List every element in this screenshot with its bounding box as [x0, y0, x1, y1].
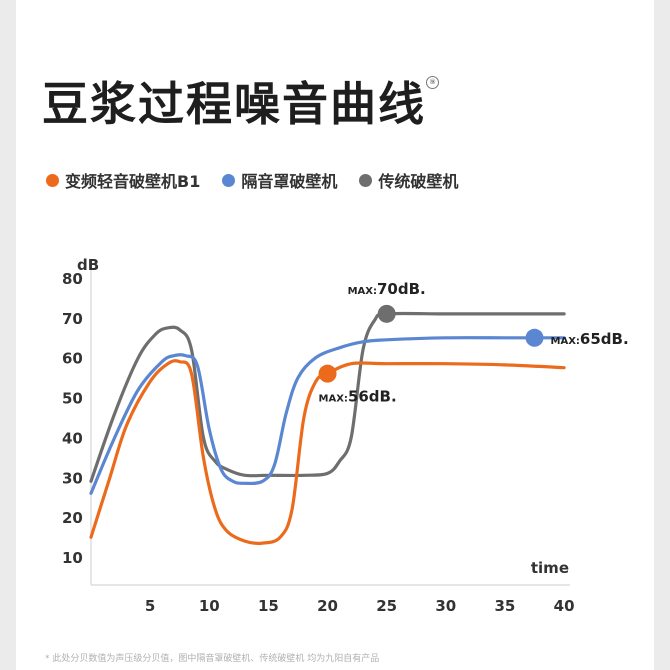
y-tick-label: 60 [62, 350, 83, 368]
y-tick-label: 40 [62, 429, 83, 447]
series-line-soundproof [89, 336, 566, 495]
y-tick-label: 80 [62, 270, 83, 288]
x-tick-label: 20 [317, 597, 338, 615]
legend: 变频轻音破壁机B1 隔音罩破壁机 传统破壁机 [46, 168, 480, 192]
footnote: * 此处分贝数值为声压级分贝值，图中隔音罩破壁机、传统破壁机 均为九阳自有产品 [45, 654, 380, 664]
x-tick-label: 5 [145, 597, 155, 615]
max-marker-b1 [318, 364, 337, 383]
max-label-traditional: MAX:70dB. [348, 280, 426, 298]
legend-item-traditional: 传统破壁机 [359, 168, 458, 192]
legend-label-b1: 变频轻音破壁机B1 [65, 172, 201, 191]
y-tick-label: 70 [62, 310, 83, 328]
max-marker-soundproof [525, 328, 544, 347]
legend-item-b1: 变频轻音破壁机B1 [46, 168, 200, 192]
x-tick-label: 15 [258, 597, 279, 615]
page-title: 豆浆过程噪音曲线 [42, 77, 426, 131]
x-axis-title: time [531, 559, 569, 577]
y-tick-label: 10 [62, 549, 83, 567]
legend-dot-b1 [46, 173, 59, 187]
y-tick-label: 50 [62, 390, 83, 408]
x-tick-label: 25 [376, 597, 397, 615]
title-footnote-mark: ⑨ [426, 76, 439, 89]
y-tick-label: 30 [62, 469, 83, 487]
legend-dot-traditional [359, 173, 373, 187]
x-tick-label: 40 [554, 597, 575, 615]
x-tick-label: 10 [199, 597, 220, 615]
y-axis-title: dB [77, 256, 99, 274]
x-tick-label: 30 [435, 597, 456, 615]
series-line-traditional [89, 311, 566, 483]
y-tick-label: 20 [62, 509, 83, 527]
series-line-b1 [89, 359, 566, 545]
max-marker-traditional [377, 304, 396, 323]
max-label-b1: MAX:56dB. [319, 388, 397, 406]
max-label-soundproof: MAX:65dB. [551, 330, 629, 348]
legend-dot-soundproof [222, 173, 236, 187]
x-tick-label: 35 [495, 597, 516, 615]
card [16, 0, 654, 670]
legend-item-soundproof: 隔音罩破壁机 [222, 168, 337, 192]
legend-label-traditional: 传统破壁机 [378, 172, 459, 191]
legend-label-soundproof: 隔音罩破壁机 [241, 172, 338, 191]
